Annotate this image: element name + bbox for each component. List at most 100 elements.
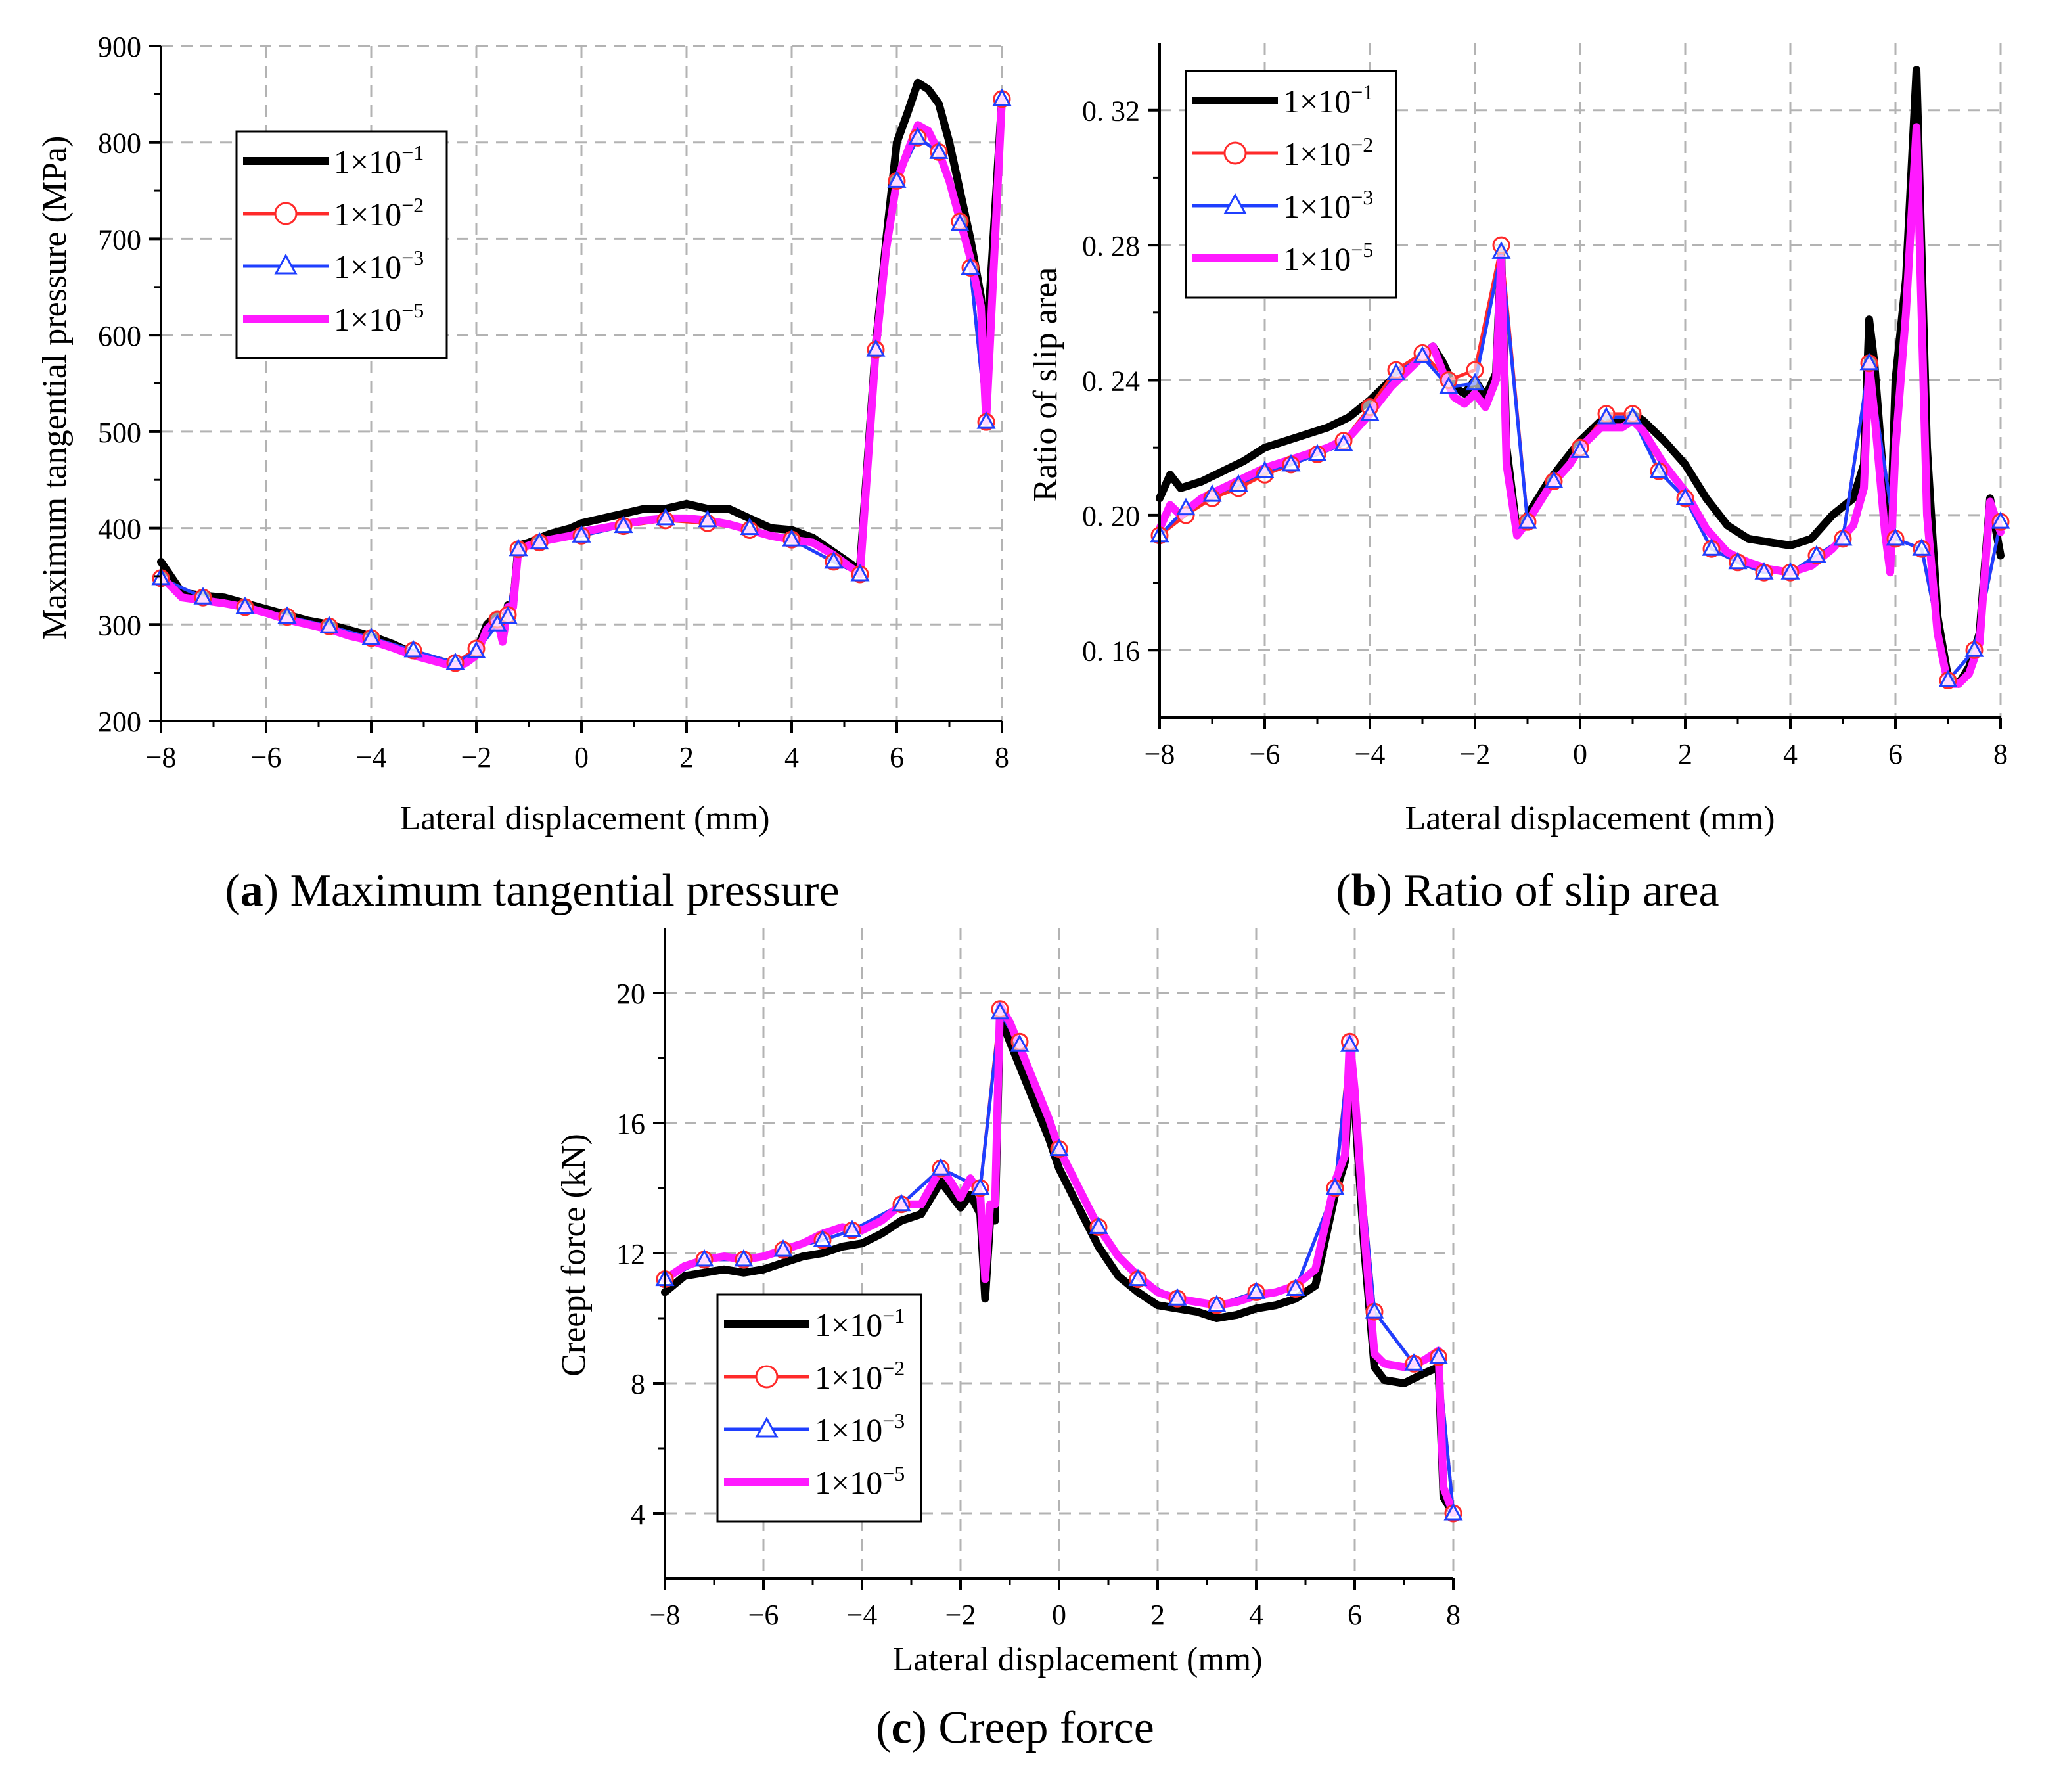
x-tick-label: −6 bbox=[251, 741, 282, 773]
panel-b-ticks: −8 −6 −4 −2 0 2 4 6 8 0. 16 0. 20 0. 24 0. 28 0. 32 bbox=[1082, 95, 2008, 770]
x-tick-label: −4 bbox=[847, 1599, 878, 1631]
data-point-marker bbox=[1246, 1281, 1266, 1299]
legend-label-base: 1×10 bbox=[815, 1412, 882, 1448]
y-tick-label: 500 bbox=[98, 417, 141, 449]
data-point-marker bbox=[509, 538, 528, 557]
legend-label-exponent: −3 bbox=[401, 246, 424, 269]
panel-c-ylabel: Creept force (kN) bbox=[555, 1134, 593, 1377]
y-tick-label: 0. 28 bbox=[1082, 230, 1140, 262]
x-tick-label: 2 bbox=[1150, 1599, 1165, 1631]
data-point-marker bbox=[1413, 346, 1432, 364]
y-tick-label: 0. 32 bbox=[1082, 95, 1140, 127]
legend-label: 1×10−2 bbox=[1283, 133, 1373, 172]
data-point-marker bbox=[773, 1239, 793, 1257]
data-point-marker bbox=[990, 1001, 1010, 1020]
data-point-marker bbox=[970, 1177, 990, 1195]
legend-label-exponent: −1 bbox=[882, 1304, 905, 1327]
x-tick-label: 4 bbox=[1783, 738, 1798, 770]
data-point-marker bbox=[1886, 528, 1905, 546]
legend-marker-triangle bbox=[1223, 193, 1247, 214]
y-tick-label: 0. 20 bbox=[1082, 500, 1140, 532]
legend-label-exponent: −3 bbox=[1351, 185, 1373, 209]
legend-label-base: 1×10 bbox=[1283, 188, 1351, 225]
data-point-marker bbox=[1229, 474, 1248, 492]
data-point-marker bbox=[614, 515, 633, 534]
data-point-marker bbox=[319, 616, 339, 633]
data-point-marker bbox=[1207, 1295, 1227, 1312]
data-point-marker bbox=[1859, 352, 1879, 371]
y-tick-label: 400 bbox=[98, 513, 141, 545]
legend-marker-circle bbox=[1223, 141, 1247, 165]
data-point-marker bbox=[1597, 406, 1616, 425]
series-line-m5 bbox=[661, 1001, 1457, 1517]
legend-label: 1×10−1 bbox=[815, 1304, 905, 1343]
data-point-marker bbox=[813, 1229, 832, 1247]
data-point-marker bbox=[656, 507, 675, 526]
x-tick-label: −6 bbox=[1250, 738, 1281, 770]
panel-c-xlabel: Lateral displacement (mm) bbox=[892, 1641, 1262, 1678]
legend-label-base: 1×10 bbox=[815, 1464, 882, 1501]
legend-label-base: 1×10 bbox=[1283, 241, 1351, 277]
legend-label-base: 1×10 bbox=[815, 1359, 882, 1396]
data-point-marker bbox=[193, 587, 213, 605]
legend-label-exponent: −5 bbox=[401, 298, 424, 322]
y-tick-label: 20 bbox=[616, 978, 645, 1010]
data-point-marker bbox=[842, 1220, 862, 1237]
data-point-marker bbox=[1623, 406, 1643, 425]
data-point-marker bbox=[1049, 1138, 1069, 1157]
data-point-marker bbox=[235, 596, 255, 614]
data-point-marker bbox=[1325, 1177, 1345, 1195]
legend-label-exponent: −1 bbox=[1351, 80, 1373, 104]
y-tick-label: 700 bbox=[98, 223, 141, 256]
x-tick-label: 6 bbox=[890, 741, 904, 773]
legend-label: 1×10−1 bbox=[1283, 80, 1373, 120]
data-point-marker bbox=[950, 214, 970, 231]
data-point-marker bbox=[1728, 551, 1748, 570]
panel-c-caption: (c) Creep force bbox=[876, 1703, 1154, 1753]
data-point-marker bbox=[1780, 562, 1800, 580]
legend-marker-circle bbox=[755, 1365, 779, 1389]
data-point-marker bbox=[734, 1249, 754, 1267]
y-tick-label: 16 bbox=[616, 1108, 645, 1140]
x-tick-label: −2 bbox=[945, 1599, 976, 1631]
data-point-marker bbox=[1307, 444, 1327, 461]
legend-label: 1×10−3 bbox=[815, 1409, 905, 1448]
panel-a-ticks: −8 −6 −4 −2 0 2 4 6 8 200 300 400 500 600 700 800 900 bbox=[98, 31, 1009, 773]
data-point-marker bbox=[1340, 1034, 1360, 1052]
panel-c-series bbox=[655, 1000, 1463, 1523]
data-point-marker bbox=[1702, 538, 1721, 556]
x-tick-label: −2 bbox=[1460, 738, 1491, 770]
y-tick-label: 12 bbox=[616, 1238, 645, 1270]
panel-b-legend: 1×10−11×10−21×10−31×10−5 bbox=[1185, 70, 1397, 299]
data-point-marker bbox=[992, 88, 1012, 106]
data-point-marker bbox=[1649, 461, 1669, 478]
legend-label: 1×10−5 bbox=[815, 1461, 905, 1501]
data-point-marker bbox=[1286, 1278, 1305, 1296]
data-point-marker bbox=[892, 1193, 911, 1212]
y-tick-label: 0. 24 bbox=[1082, 365, 1140, 398]
data-point-marker bbox=[1675, 488, 1695, 505]
x-tick-label: 6 bbox=[1888, 738, 1903, 770]
panel-a-caption-text: Maximum tangential pressure bbox=[290, 865, 840, 916]
data-point-marker bbox=[931, 1158, 951, 1176]
data-point-marker bbox=[1255, 461, 1275, 478]
data-point-marker bbox=[961, 257, 980, 275]
y-tick-label: 600 bbox=[98, 320, 141, 352]
panel-c-legend: 1×10−11×10−21×10−31×10−5 bbox=[716, 1293, 922, 1523]
data-point-marker bbox=[1281, 453, 1301, 472]
panel-a-legend: 1×10−11×10−21×10−31×10−5 bbox=[235, 130, 448, 359]
data-point-marker bbox=[866, 339, 886, 357]
data-point-marker bbox=[530, 532, 549, 550]
legend-label: 1×10−3 bbox=[334, 246, 424, 285]
data-point-marker bbox=[1202, 484, 1222, 502]
data-point-marker bbox=[403, 639, 423, 658]
x-tick-label: 0 bbox=[574, 741, 589, 773]
y-tick-label: 800 bbox=[98, 127, 141, 160]
legend-label: 1×10−2 bbox=[815, 1356, 905, 1396]
y-tick-label: 200 bbox=[98, 706, 141, 738]
panel-b-xlabel: Lateral displacement (mm) bbox=[1405, 800, 1775, 837]
panel-c-caption-text: Creep force bbox=[938, 1703, 1154, 1753]
x-tick-label: 2 bbox=[1678, 738, 1692, 770]
y-tick-label: 300 bbox=[98, 609, 141, 641]
x-tick-label: −8 bbox=[1145, 738, 1175, 770]
